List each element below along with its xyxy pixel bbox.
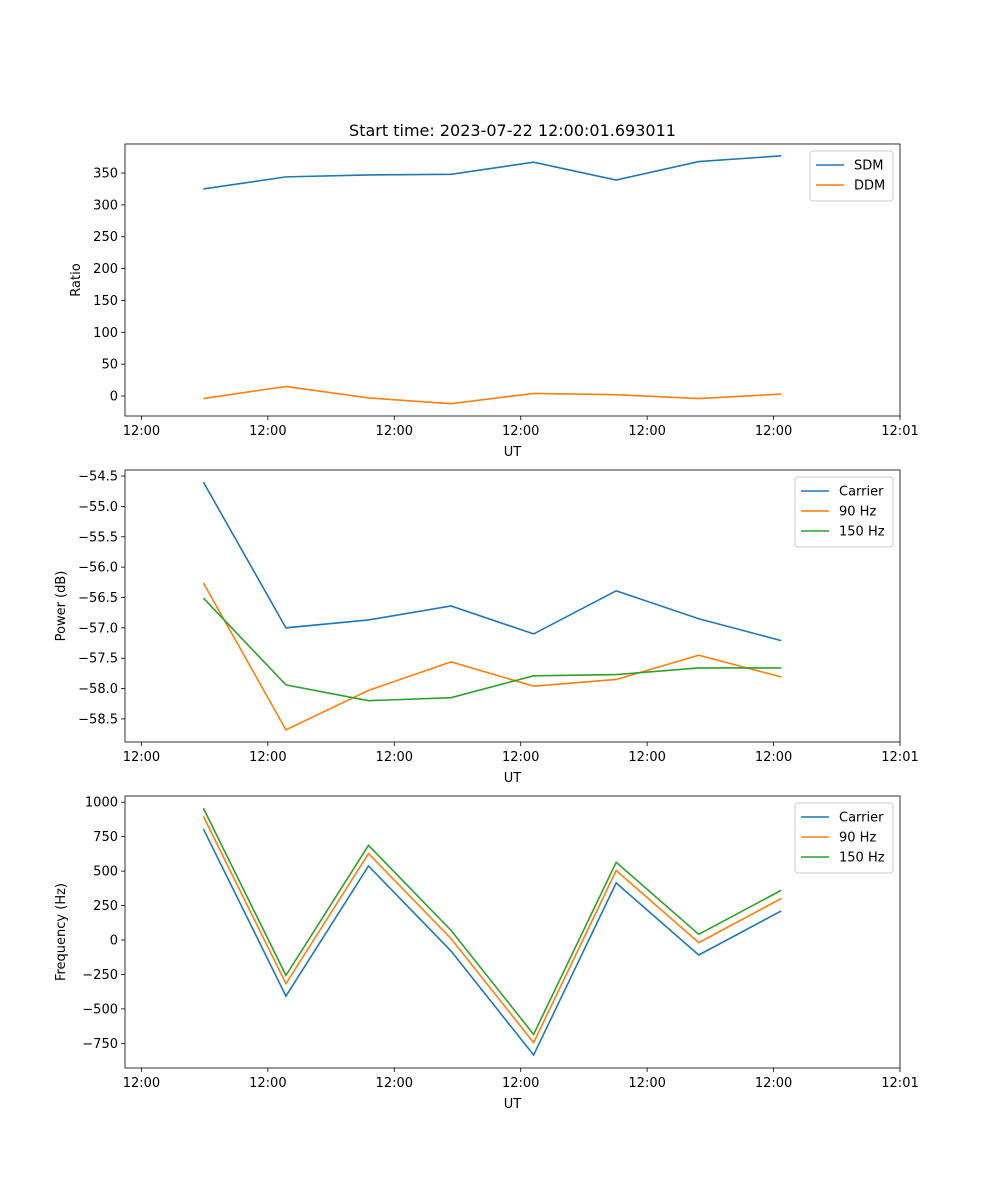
y-tick-label: 0: [110, 389, 118, 404]
x-tick-label: 12:00: [123, 1076, 160, 1091]
y-tick-label: 100: [93, 326, 118, 341]
x-tick-label: 12:00: [628, 424, 665, 439]
legend: SDM DDM: [809, 150, 894, 202]
x-tick-label: 12:00: [628, 1076, 665, 1091]
x-axis-label: UT: [504, 771, 522, 786]
series-line-150-hz: [202, 807, 782, 1036]
legend: Carrier 90 Hz 150 Hz: [794, 476, 894, 548]
x-tick-label: 12:00: [249, 424, 286, 439]
legend-label: 150 Hz: [839, 525, 885, 540]
x-tick-label: 12:00: [755, 424, 792, 439]
y-axis-label: Power (dB): [54, 571, 69, 642]
x-tick-label: 12:00: [376, 424, 413, 439]
series-line-150-hz: [202, 597, 782, 702]
y-tick-label: −57.5: [78, 652, 118, 667]
y-tick-label: 150: [93, 294, 118, 309]
y-tick-label: 350: [93, 167, 118, 182]
panel-3: 12:00 12:00 12:00 12:00 12:00 12:00 12:01 UT −75…: [54, 795, 919, 1112]
legend-box: [809, 150, 894, 202]
legend-label: DDM: [854, 179, 885, 194]
x-tick-label: 12:00: [249, 1076, 286, 1091]
x-tick-label: 12:00: [123, 750, 160, 765]
series-line-sdm: [203, 155, 782, 190]
x-tick-label: 12:01: [881, 1076, 918, 1091]
chart-title: Start time: 2023-07-22 12:00:01.693011: [349, 121, 676, 140]
y-tick-label: −55.0: [78, 500, 118, 515]
y-tick-label: 0: [110, 933, 118, 948]
y-tick-label: 200: [93, 262, 118, 277]
panel-2: 12:00 12:00 12:00 12:00 12:00 12:00 12:01 UT −58…: [54, 470, 919, 786]
y-tick-label: −56.0: [78, 561, 118, 576]
x-tick-label: 12:00: [249, 750, 286, 765]
axes-frame: [124, 143, 901, 417]
y-tick-label: −57.0: [78, 621, 118, 636]
axes-frame: [124, 469, 901, 743]
y-tick-label: −56.5: [78, 591, 118, 606]
y-tick-label: 50: [101, 358, 118, 373]
legend-label: Carrier: [839, 811, 884, 826]
legend-label: SDM: [854, 159, 883, 174]
y-tick-label: −500: [82, 1002, 118, 1017]
x-tick-label: 12:00: [376, 1076, 413, 1091]
x-tick-label: 12:00: [502, 424, 539, 439]
legend-box: [794, 802, 894, 874]
x-tick-label: 12:00: [123, 424, 160, 439]
panel-1: Start time: 2023-07-22 12:00:01.693011 12…: [69, 121, 919, 460]
series-line-90-hz: [202, 582, 782, 731]
legend-label: 90 Hz: [839, 831, 876, 846]
legend-label: 150 Hz: [839, 851, 885, 866]
series-line-90-hz: [202, 816, 782, 1045]
x-tick-label: 12:00: [755, 1076, 792, 1091]
y-tick-label: 300: [93, 198, 118, 213]
y-tick-label: 1000: [85, 796, 118, 811]
x-tick-label: 12:01: [881, 750, 918, 765]
y-axis-label: Frequency (Hz): [54, 883, 69, 981]
series-line-ddm: [203, 385, 782, 405]
x-axis-label: UT: [504, 1097, 522, 1112]
x-tick-label: 12:00: [628, 750, 665, 765]
legend-box: [794, 476, 894, 548]
x-tick-label: 12:00: [502, 750, 539, 765]
y-tick-label: 500: [93, 865, 118, 880]
legend-label: 90 Hz: [839, 505, 876, 520]
y-tick-label: 750: [93, 830, 118, 845]
y-tick-label: −58.5: [78, 712, 118, 727]
legend: Carrier 90 Hz 150 Hz: [794, 802, 894, 874]
x-tick-label: 12:01: [881, 424, 918, 439]
y-tick-label: −250: [82, 968, 118, 983]
series-line-carrier: [202, 481, 782, 642]
y-tick-label: 250: [93, 899, 118, 914]
x-axis-label: UT: [504, 445, 522, 460]
y-tick-label: −54.5: [78, 470, 118, 485]
y-tick-label: −750: [82, 1037, 118, 1052]
x-tick-label: 12:00: [755, 750, 792, 765]
x-tick-label: 12:00: [376, 750, 413, 765]
y-tick-label: −55.5: [78, 530, 118, 545]
y-tick-label: 250: [93, 230, 118, 245]
x-tick-label: 12:00: [502, 1076, 539, 1091]
series-line-carrier: [202, 828, 782, 1057]
legend-label: Carrier: [839, 485, 884, 500]
y-tick-label: −58.0: [78, 682, 118, 697]
axes-frame: [124, 795, 901, 1069]
y-axis-label: Ratio: [69, 263, 84, 296]
